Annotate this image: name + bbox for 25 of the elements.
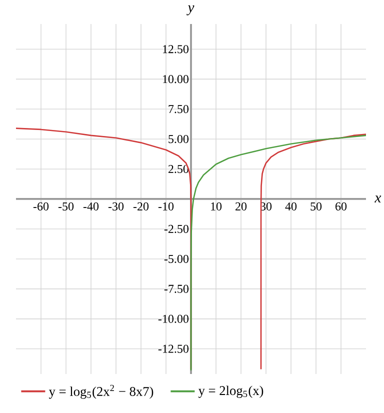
y-tick-label: 7.50 xyxy=(168,105,188,114)
x-tick-label: 40 xyxy=(285,202,297,210)
x-tick-label: 60 xyxy=(336,202,347,210)
x-axis-title: x xyxy=(374,196,382,202)
x-tick-label: -40 xyxy=(83,202,99,210)
x-tick-label: -60 xyxy=(33,202,49,210)
x-tick-label: 50 xyxy=(310,202,322,210)
x-tick-label: -50 xyxy=(58,202,74,210)
legend-label: y = 2log$_{5}$(x) xyxy=(198,386,264,398)
y-tick-label: -2.50 xyxy=(164,224,188,234)
y-tick-label: 10.00 xyxy=(163,75,188,84)
x-tick-label: 10 xyxy=(211,202,222,210)
y-tick-label: -7.50 xyxy=(164,284,188,293)
legend-label: y = log$_{5}$(2x$^{2}$ − 8x7) xyxy=(48,384,154,399)
y-axis-title: y xyxy=(186,5,194,16)
x-tick-label: -30 xyxy=(108,202,124,210)
y-tick-label: 12.50 xyxy=(163,45,188,54)
y-tick-label: -5.00 xyxy=(164,254,188,263)
y-tick-label: -12.50 xyxy=(158,344,188,353)
x-tick-label: -10 xyxy=(158,202,174,210)
y-tick-label: 5.00 xyxy=(168,134,188,144)
x-tick-label: -20 xyxy=(133,202,149,210)
line-series xyxy=(190,134,366,372)
y-tick-label: -10.00 xyxy=(158,314,188,323)
x-tick-label: 20 xyxy=(236,202,247,210)
